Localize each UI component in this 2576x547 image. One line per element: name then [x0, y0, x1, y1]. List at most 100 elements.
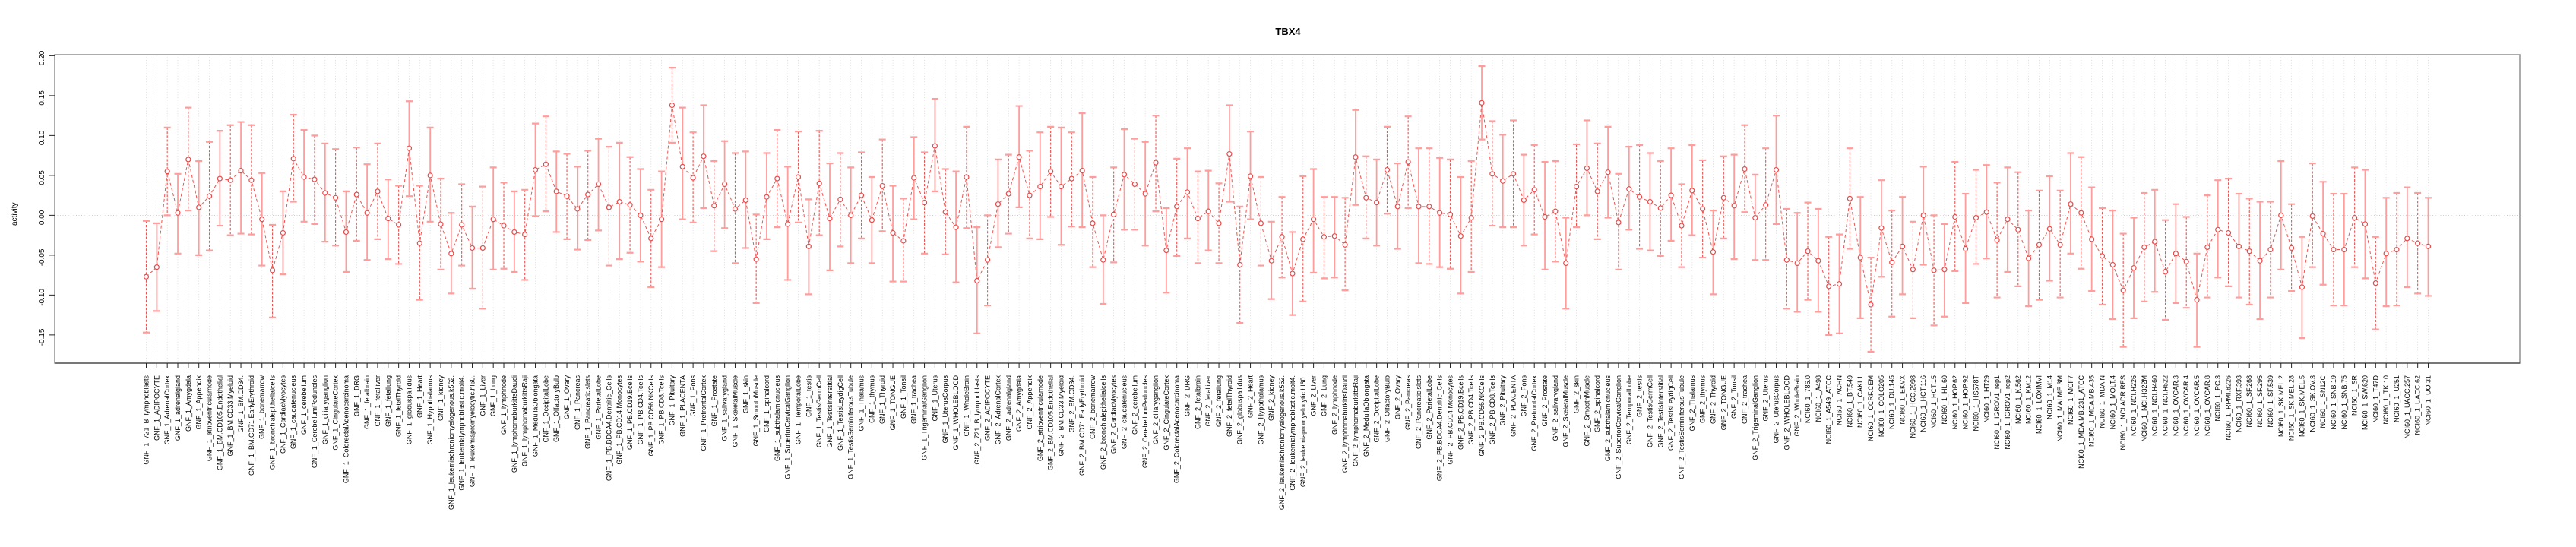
data-point — [932, 143, 938, 149]
data-point — [2152, 239, 2158, 245]
x-tick-label: GNF_1_lymphnode — [500, 375, 508, 435]
data-point — [1815, 258, 1821, 264]
x-tick-label: GNF_1_fetallung — [385, 375, 392, 427]
x-tick-label: GNF_1_salivarygland — [721, 375, 729, 441]
x-tick-label: GNF_2_PB.CD4.Tcells — [1467, 375, 1475, 445]
x-tick-label: NCI60_1_HS578T — [1972, 375, 1979, 432]
data-point — [532, 166, 539, 173]
data-point — [690, 175, 696, 181]
x-tick-label: NCI60_1_MALME.3M — [2056, 375, 2064, 442]
data-point — [1226, 150, 1233, 157]
data-point — [1258, 220, 1264, 226]
x-tick-label: GNF_2_SkeletalMuscle — [1562, 375, 1570, 447]
data-point — [1205, 208, 1211, 214]
data-point — [2278, 212, 2284, 218]
x-tick-label: GNF_1_fetalbrain — [363, 375, 371, 429]
x-tick-label: GNF_2_fetalliver — [1204, 375, 1212, 427]
x-tick-label: NCI60_1_RPMI.8226 — [2225, 375, 2233, 441]
data-point — [1542, 213, 1548, 220]
data-point — [1710, 249, 1717, 255]
x-tick-label: NCI60_1_HCT.15 — [1930, 375, 1938, 429]
x-tick-label: NCI60_1_MOLT.4 — [2109, 375, 2116, 429]
data-point — [2225, 229, 2232, 236]
x-tick-label: NCI60_1_DU.145 — [1888, 375, 1896, 429]
data-point — [1216, 220, 1222, 226]
data-point — [2362, 221, 2369, 227]
data-point — [427, 172, 433, 179]
data-point — [837, 196, 843, 202]
chart-title: TBX4 — [1275, 26, 1301, 37]
data-point — [1374, 200, 1380, 206]
data-point — [1290, 270, 1296, 277]
x-tick-label: GNF_2_721_B_lymphoblasts — [973, 375, 981, 465]
x-tick-label: GNF_2_leukemialymphoblastic.molt4. — [1289, 375, 1296, 491]
x-tick-label: GNF_1_ParietalLobe — [595, 375, 603, 440]
data-point — [1100, 257, 1106, 263]
x-tick-label: GNF_1_Lung — [489, 375, 497, 416]
x-tick-label: GNF_1_Thalamus — [858, 375, 866, 432]
data-point — [1868, 302, 1874, 308]
data-point — [1163, 248, 1169, 254]
data-point — [396, 222, 402, 228]
data-point — [1405, 159, 1411, 165]
x-tick-label: NCI60_1_SK.MEL.2 — [2277, 375, 2285, 437]
data-point — [269, 267, 276, 274]
data-point — [1027, 192, 1033, 198]
x-tick-label: NCI60_1_MDA.MB.231_ATCC — [2078, 375, 2085, 469]
x-tick-label: GNF_2_CingulateCortex — [1163, 375, 1170, 451]
x-tick-label: GNF_2_DRG — [1184, 375, 1191, 416]
x-tick-label: NCI60_1_SF.539 — [2267, 375, 2274, 428]
data-point — [1174, 204, 1180, 210]
x-tick-label: GNF_1_ColorectalAdenocarcinoma — [342, 375, 350, 483]
data-point — [1931, 267, 1937, 274]
x-tick-label: GNF_2_lymphnode — [1331, 375, 1338, 435]
x-tick-label: GNF_1_lymphomaburkittsDaudi — [511, 375, 518, 473]
data-point — [964, 174, 970, 180]
x-tick-label: GNF_2_atrioventricularnode — [1036, 375, 1044, 461]
x-tick-label: GNF_2_spinalcord — [1593, 375, 1601, 432]
data-point — [2057, 242, 2063, 248]
x-tick-label: NCI60_1_UO.31 — [2425, 375, 2432, 426]
x-tick-label: GNF_1_ciliaryganglion — [321, 375, 329, 444]
data-point — [1668, 192, 1674, 198]
x-tick-label: GNF_1_testis — [805, 375, 812, 418]
data-point — [1111, 211, 1117, 217]
data-point — [679, 163, 685, 169]
x-tick-label: GNF_1_AdrenalCortex — [163, 375, 171, 445]
x-tick-label: NCI60_1_OVCAR.8 — [2204, 375, 2211, 436]
error-bar-caps — [143, 65, 2432, 353]
x-tick-label: GNF_2_TestisGermCell — [1646, 375, 1654, 447]
data-point — [1426, 204, 1432, 210]
x-tick-label: GNF_1_PLACENTA — [679, 375, 686, 437]
y-tick-label: 0.10 — [38, 130, 46, 145]
x-tick-label: GNF_1_atrioventricularnode — [206, 375, 214, 461]
data-point — [459, 222, 465, 228]
x-tick-label: GNF_2_Lung — [1320, 375, 1328, 416]
data-point — [1005, 191, 1011, 197]
x-tick-label: GNF_1_PB.BDCA4.Dentritic_Cells — [605, 375, 612, 482]
x-tick-label: NCI60_1_UACC.62 — [2414, 375, 2422, 435]
data-points — [143, 100, 2432, 308]
data-point — [1752, 214, 1758, 221]
series-path — [146, 103, 2429, 305]
x-tick-label: GNF_1_CardiacMyocytes — [279, 375, 286, 454]
x-tick-label: GNF_1_thymus — [868, 375, 875, 424]
data-point — [606, 204, 612, 210]
x-tick-label: NCI60_1_UACC.257 — [2404, 375, 2411, 439]
x-tick-label: GNF_1_Liver — [479, 375, 486, 416]
data-point — [1616, 220, 1622, 226]
x-tick-label: GNF_2_ColorectalAdenocarcinoma — [1173, 375, 1181, 483]
data-point — [2267, 246, 2274, 253]
x-tick-label: GNF_1_Pons — [689, 375, 697, 417]
x-tick-label: GNF_2_globuspallidus — [1236, 375, 1244, 445]
data-point — [1963, 245, 1969, 252]
y-tick-label: -0.05 — [38, 248, 46, 266]
x-tick-label: GNF_2_kidney — [1267, 375, 1275, 422]
x-tick-label: GNF_1_BM.CD71.EarlyErythroid — [248, 375, 255, 476]
data-point — [227, 177, 233, 183]
series-line — [146, 103, 2429, 305]
x-tick-label: NCI60_1_MDA.MB.435 — [2088, 375, 2096, 447]
data-point — [753, 256, 759, 262]
y-tick-label: -0.15 — [38, 328, 46, 346]
data-point — [2036, 242, 2043, 248]
